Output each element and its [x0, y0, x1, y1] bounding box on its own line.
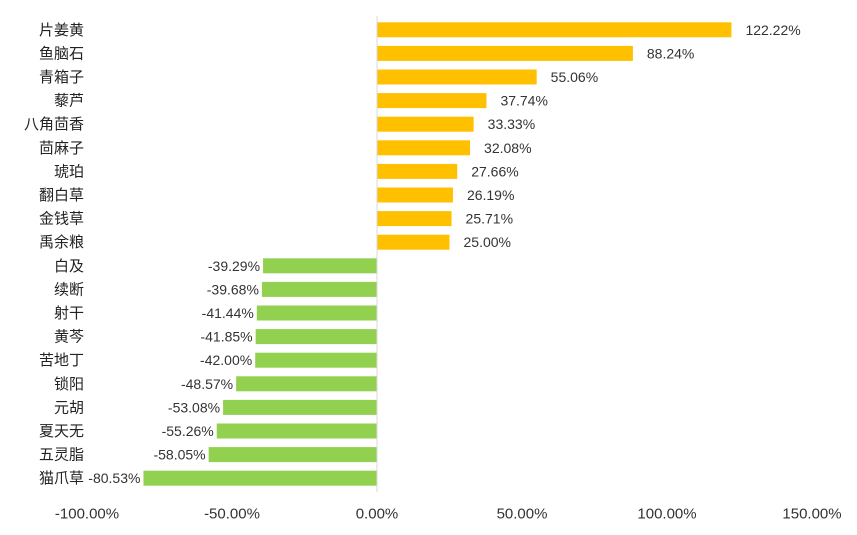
category-label: 五灵脂 — [39, 446, 84, 464]
category-label: 白及 — [54, 257, 84, 275]
x-axis-tick-labels: -100.00% -50.00% 0.00% 50.00% 100.00% 150.00% — [55, 506, 842, 523]
data-label: -55.26% — [162, 423, 214, 439]
data-label: -58.05% — [153, 447, 205, 463]
x-tick-label: 0.00% — [356, 506, 399, 523]
bar — [208, 447, 377, 463]
bar — [255, 352, 377, 368]
category-label: 射干 — [54, 304, 84, 322]
value-labels: 122.22% 88.24% 55.06%37.74% 33.33% 32.08% 27.… — [88, 22, 800, 486]
bar — [377, 187, 453, 203]
bar — [377, 69, 537, 85]
data-label: 27.66% — [471, 163, 518, 179]
x-tick-label: -100.00% — [55, 506, 119, 523]
bar — [377, 234, 450, 250]
category-label: 苦地丁 — [39, 351, 84, 369]
category-label: 鱼脑石 — [39, 44, 84, 62]
data-label: -48.57% — [181, 376, 233, 392]
bar — [261, 281, 377, 297]
data-label: -39.68% — [207, 281, 259, 297]
x-tick-label: 150.00% — [782, 506, 841, 523]
data-label: 25.71% — [466, 211, 513, 227]
bar — [377, 93, 487, 109]
bar — [377, 163, 458, 179]
bar — [216, 423, 377, 439]
category-label: 猫爪草 — [39, 469, 84, 487]
data-label: -39.29% — [208, 258, 260, 274]
data-label: -42.00% — [200, 352, 252, 368]
x-tick-label: 100.00% — [637, 506, 696, 523]
data-label: -41.85% — [200, 329, 252, 345]
category-label: 夏天无 — [39, 422, 84, 440]
x-tick-label: -50.00% — [204, 506, 260, 523]
bar — [256, 305, 377, 321]
category-label: 禹余粮 — [39, 233, 84, 251]
data-label: 88.24% — [647, 45, 694, 61]
x-tick-label: 50.00% — [497, 506, 548, 523]
bar — [236, 376, 377, 392]
data-label: 32.08% — [484, 140, 531, 156]
category-labels: 片姜黄鱼脑石青箱子藜芦八角茴香茴麻子琥珀翻白草金钱草禹余粮白及续断射干黄芩苦地丁… — [24, 21, 84, 487]
bar — [377, 140, 471, 156]
category-label: 黄芩 — [54, 328, 84, 346]
bar — [377, 45, 633, 61]
bar — [377, 22, 732, 38]
category-label: 翻白草 — [39, 186, 84, 204]
data-label: -80.53% — [88, 470, 140, 486]
category-label: 青箱子 — [39, 68, 84, 86]
data-label: 37.74% — [500, 93, 547, 109]
data-label: 25.00% — [464, 234, 511, 250]
data-label: 33.33% — [488, 116, 535, 132]
bar — [255, 329, 377, 345]
category-label: 八角茴香 — [24, 115, 84, 133]
category-label: 锁阳 — [54, 375, 84, 393]
bar — [263, 258, 377, 274]
bar — [223, 399, 377, 415]
data-label: -53.08% — [168, 399, 220, 415]
bars — [143, 22, 732, 486]
category-label: 金钱草 — [39, 210, 84, 228]
category-label: 琥珀 — [54, 162, 84, 180]
data-label: 55.06% — [551, 69, 598, 85]
category-label: 片姜黄 — [39, 21, 84, 39]
bar — [377, 116, 474, 132]
bar — [143, 470, 377, 486]
category-label: 藜芦 — [54, 92, 84, 110]
data-label: 26.19% — [467, 187, 514, 203]
bar — [377, 211, 452, 227]
data-label: -41.44% — [202, 305, 254, 321]
category-label: 续断 — [54, 280, 84, 298]
data-label: 122.22% — [745, 22, 800, 38]
category-label: 茴麻子 — [39, 139, 84, 157]
category-label: 元胡 — [54, 398, 84, 416]
